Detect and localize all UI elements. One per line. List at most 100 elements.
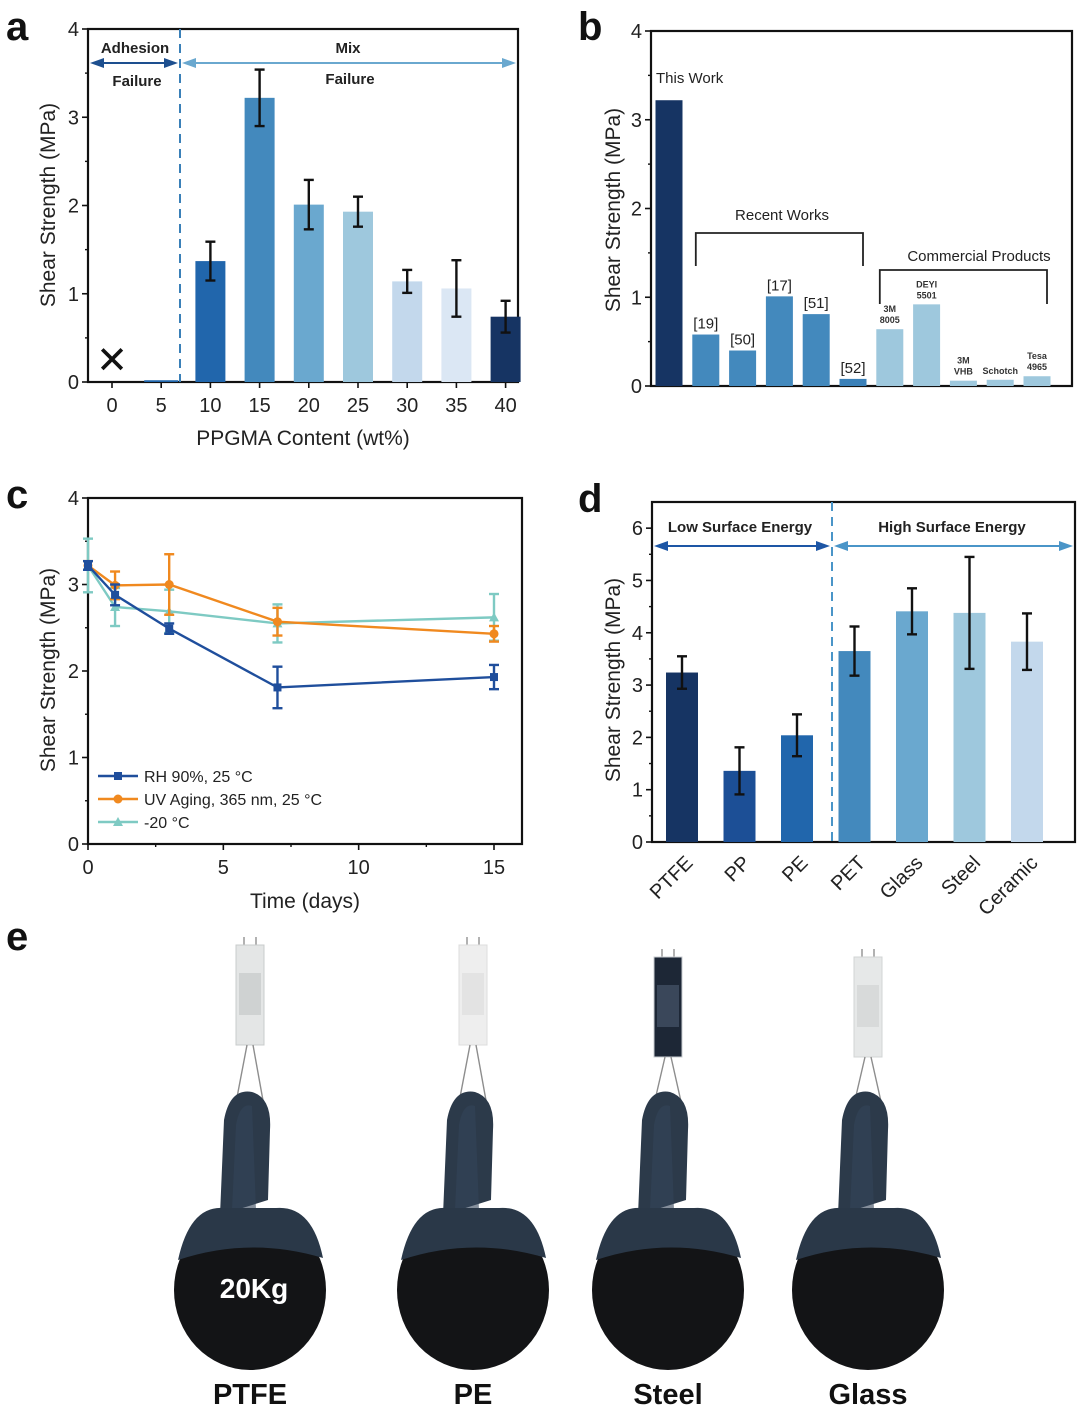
x-tick-label-a: 20 <box>298 395 320 417</box>
y-tick-label-d: 3 <box>632 675 643 697</box>
photo-steel: Steel <box>592 949 744 1411</box>
adhesive-joint <box>462 973 484 1015</box>
bar-label-b: 3M <box>884 304 897 314</box>
marker-c-0 <box>490 673 498 682</box>
bar-a-15 <box>244 97 275 383</box>
bar-label-b: [52] <box>840 360 865 377</box>
region-arrow-low-surface-head-left <box>654 541 668 551</box>
bar-b-5 <box>839 378 867 386</box>
series-line-c-1 <box>87 564 495 636</box>
region-arrow-high-surface-head-right <box>1059 541 1073 551</box>
bar-label-b: Tesa <box>1027 351 1048 361</box>
region-label-adhesion-top: Adhesion <box>101 40 169 57</box>
photo-pe: PE <box>397 937 549 1411</box>
bar-a-20 <box>293 204 324 382</box>
group-label-b: Commercial Products <box>907 248 1050 265</box>
bar-label-b: 3M <box>957 356 970 366</box>
y-tick-label-a: 4 <box>68 19 79 41</box>
panel-letter-c: c <box>6 473 28 517</box>
y-tick-label-b: 1 <box>631 287 642 309</box>
bar-a-5 <box>144 380 179 382</box>
bar-label-b: 8005 <box>880 315 900 325</box>
photo-label-glass: Glass <box>829 1379 908 1411</box>
marker-c-0 <box>273 683 282 692</box>
y-tick-label-d: 2 <box>632 727 643 749</box>
x-tick-label-a: 40 <box>494 395 516 417</box>
bar-label-b: 5501 <box>917 290 937 300</box>
y-tick-label-c: 0 <box>68 834 79 856</box>
photo-label-ptfe: PTFE <box>213 1379 287 1411</box>
y-axis-label-d: Shear Strength (MPa) <box>602 578 625 782</box>
marker-c-1 <box>272 617 282 627</box>
legend-label-c: -20 °C <box>144 815 190 832</box>
marker-c-0 <box>84 561 92 570</box>
y-tick-label-b: 2 <box>631 199 642 221</box>
y-tick-label-d: 0 <box>632 832 643 854</box>
bar-label-b: Schotch <box>982 366 1018 376</box>
legend-label-c: RH 90%, 25 °C <box>144 769 253 786</box>
panel-c-chart: c Shear Strength (MPa) Time (days) 0 1 2 3 4… <box>6 473 524 913</box>
bar-b-1 <box>692 334 720 386</box>
y-tick-label-c: 1 <box>68 748 79 770</box>
panel-letter-b: b <box>578 5 602 49</box>
x-tick-label-c: 0 <box>82 857 93 879</box>
kettlebell-handle-highlight <box>455 1105 479 1210</box>
adhesive-joint <box>657 985 679 1027</box>
panel-d-chart: d Shear Strength (MPa) 0 1 2 3 4 5 6 PTFE PP PE PE… <box>578 477 1077 920</box>
bar-b-4 <box>802 314 830 386</box>
x-tick-label-d: Ceramic <box>974 852 1042 920</box>
y-tick-label-a: 3 <box>68 107 79 129</box>
region-label-adhesion-bottom: Failure <box>112 73 161 90</box>
y-tick-label-a: 2 <box>68 196 79 218</box>
x-tick-label-a: 0 <box>106 395 117 417</box>
panel-letter-e: e <box>6 915 28 959</box>
legend-marker-c <box>114 772 122 780</box>
x-tick-label-c: 10 <box>348 857 370 879</box>
bar-b-0 <box>655 100 683 386</box>
kettlebell-shoulder <box>596 1207 741 1260</box>
bar-label-b: [50] <box>730 332 755 349</box>
x-axis-label-a: PPGMA Content (wt%) <box>196 427 410 450</box>
y-tick-label-b: 4 <box>631 21 642 43</box>
region-label-mix-bottom: Failure <box>325 71 374 88</box>
kettlebell-handle-highlight <box>650 1105 674 1210</box>
region-arrow-adhesion-head-right <box>164 58 178 68</box>
x-tick-label-d: PE <box>778 852 812 886</box>
legend-marker-c <box>113 794 123 804</box>
bar-b-6 <box>876 329 904 386</box>
region-arrow-adhesion-head-left <box>90 58 104 68</box>
region-arrow-high-surface-head-left <box>834 541 848 551</box>
x-axis-label-c: Time (days) <box>250 890 360 913</box>
bar-label-b: DEYI <box>916 279 937 289</box>
panel-letter-a: a <box>6 5 29 49</box>
marker-c-1 <box>489 629 499 639</box>
photo-label-pe: PE <box>454 1379 493 1411</box>
bar-b-3 <box>765 296 793 386</box>
group-bracket-b <box>694 232 864 266</box>
marker-c-0 <box>111 590 120 599</box>
bar-d-PTFE <box>666 672 698 842</box>
y-axis-label-a: Shear Strength (MPa) <box>37 103 60 307</box>
kettlebell-shoulder <box>178 1207 323 1260</box>
y-tick-label-b: 3 <box>631 110 642 132</box>
weight-label: 20Kg <box>220 1273 288 1304</box>
adhesive-joint <box>239 973 261 1015</box>
panel-b-chart: b Shear Strength (MPa) 0 1 2 3 4 This Work [19… <box>578 5 1074 398</box>
kettlebell-handle-highlight <box>232 1105 256 1210</box>
bar-label-b: VHB <box>954 367 974 377</box>
bar-label-b: [51] <box>804 295 829 312</box>
group-bracket-b <box>878 269 1048 304</box>
marker-c-2 <box>110 601 121 611</box>
region-arrow-mix-head-right <box>502 58 516 68</box>
x-tick-label-a: 15 <box>248 395 270 417</box>
bar-b-7 <box>913 304 941 386</box>
marker-c-2 <box>489 612 499 622</box>
region-arrow-low-surface-head-right <box>816 541 830 551</box>
y-tick-label-c: 3 <box>68 575 79 597</box>
kettlebell-shoulder <box>401 1207 546 1260</box>
x-tick-label-c: 5 <box>218 857 229 879</box>
bar-a-25 <box>343 211 373 382</box>
bar-label-b: [17] <box>767 277 792 294</box>
bar-b-8 <box>949 380 977 386</box>
x-tick-label-d: PET <box>827 852 870 895</box>
